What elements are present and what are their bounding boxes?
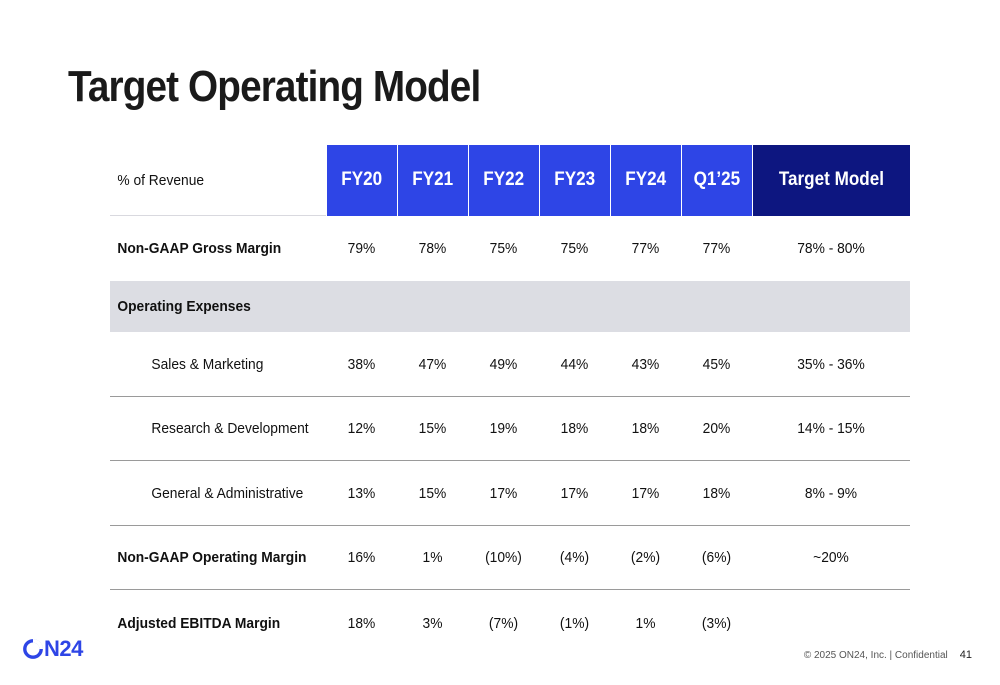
table-cell: 18% [347, 614, 376, 632]
column-header-fy21: FY21 [397, 144, 468, 216]
table-row: General & Administrative 13% 15% 17% 17%… [110, 461, 910, 526]
table-cell: 1% [635, 614, 656, 632]
row-label: Non-GAAP Gross Margin [117, 240, 282, 257]
table-cell: 38% [347, 355, 376, 373]
row-label: Sales & Marketing [151, 355, 264, 373]
table-cell: 35% - 36% [797, 355, 865, 373]
row-label: Research & Development [151, 420, 309, 437]
column-header-fy22: FY22 [468, 144, 539, 216]
table-cell: 17% [631, 484, 660, 502]
on24-logo: N24 [22, 636, 83, 662]
table-cell: 77% [631, 240, 660, 257]
column-header-target-model: Target Model [752, 144, 910, 216]
page-number: 41 [959, 649, 972, 661]
table-cell: 78% [418, 240, 447, 257]
table-cell: 78% - 80% [797, 240, 865, 257]
table-cell: 13% [347, 484, 376, 502]
table-cell: 45% [702, 355, 731, 373]
column-header-fy20: FY20 [326, 144, 397, 216]
table-cell: 75% [560, 240, 589, 257]
table-row: Adjusted EBITDA Margin 18% 3% (7%) (1%) … [110, 590, 910, 656]
table-row: Non-GAAP Operating Margin 16% 1% (10%) (… [110, 526, 910, 590]
table-cell: 17% [489, 484, 518, 502]
table-cell: 18% [702, 484, 731, 502]
table-header-row: % of Revenue FY20 FY21 FY22 FY23 FY24 Q1… [110, 144, 910, 216]
row-label: General & Administrative [151, 484, 304, 502]
table-cell: 12% [347, 420, 376, 437]
column-header-fy23: FY23 [539, 144, 610, 216]
operating-model-table: % of Revenue FY20 FY21 FY22 FY23 FY24 Q1… [110, 144, 910, 656]
table-cell: (4%) [559, 549, 590, 566]
row-label: Non-GAAP Operating Margin [117, 549, 307, 566]
table-cell: 79% [347, 240, 376, 257]
table-cell: (3%) [701, 614, 732, 632]
table-cell: 3% [422, 614, 443, 632]
footer: © 2025 ON24, Inc. | Confidential 41 [804, 649, 972, 661]
section-band: Operating Expenses [110, 281, 910, 332]
table-cell: 1% [422, 549, 443, 566]
table-cell: 19% [489, 420, 518, 437]
table-cell: (10%) [485, 549, 522, 566]
table-cell: (6%) [701, 549, 732, 566]
logo-o-icon [23, 639, 43, 659]
table-cell: (1%) [559, 614, 590, 632]
copyright-text: © 2025 ON24, Inc. | Confidential [803, 649, 948, 661]
table-cell: 8% - 9% [804, 484, 858, 502]
table-cell: 16% [347, 549, 376, 566]
table-cell: ~20% [813, 549, 849, 566]
table-cell: 49% [489, 355, 518, 373]
table-cell: 44% [560, 355, 589, 373]
table-cell: 17% [560, 484, 589, 502]
logo-text: N24 [44, 636, 83, 661]
table-cell: 15% [418, 484, 447, 502]
table-row: Sales & Marketing 38% 47% 49% 44% 43% 45… [110, 332, 910, 397]
table-cell: (7%) [488, 614, 519, 632]
page-title: Target Operating Model [68, 62, 481, 111]
table-cell: 75% [489, 240, 518, 257]
table-cell: 14% - 15% [797, 420, 865, 437]
table-cell: (2%) [630, 549, 661, 566]
table-cell: 47% [418, 355, 447, 373]
table-cell: 43% [631, 355, 660, 373]
table-row: Research & Development 12% 15% 19% 18% 1… [110, 397, 910, 461]
table-cell: 18% [560, 420, 589, 437]
column-header-q125: Q1’25 [681, 144, 752, 216]
column-header-fy24: FY24 [610, 144, 681, 216]
row-label: Adjusted EBITDA Margin [117, 614, 281, 632]
table-row: Non-GAAP Gross Margin 79% 78% 75% 75% 77… [110, 216, 910, 281]
header-label: % of Revenue [117, 171, 205, 189]
table-cell: 77% [702, 240, 731, 257]
table-cell: 15% [418, 420, 447, 437]
table-cell: 18% [631, 420, 660, 437]
section-label: Operating Expenses [117, 298, 251, 315]
table-cell: 20% [702, 420, 731, 437]
